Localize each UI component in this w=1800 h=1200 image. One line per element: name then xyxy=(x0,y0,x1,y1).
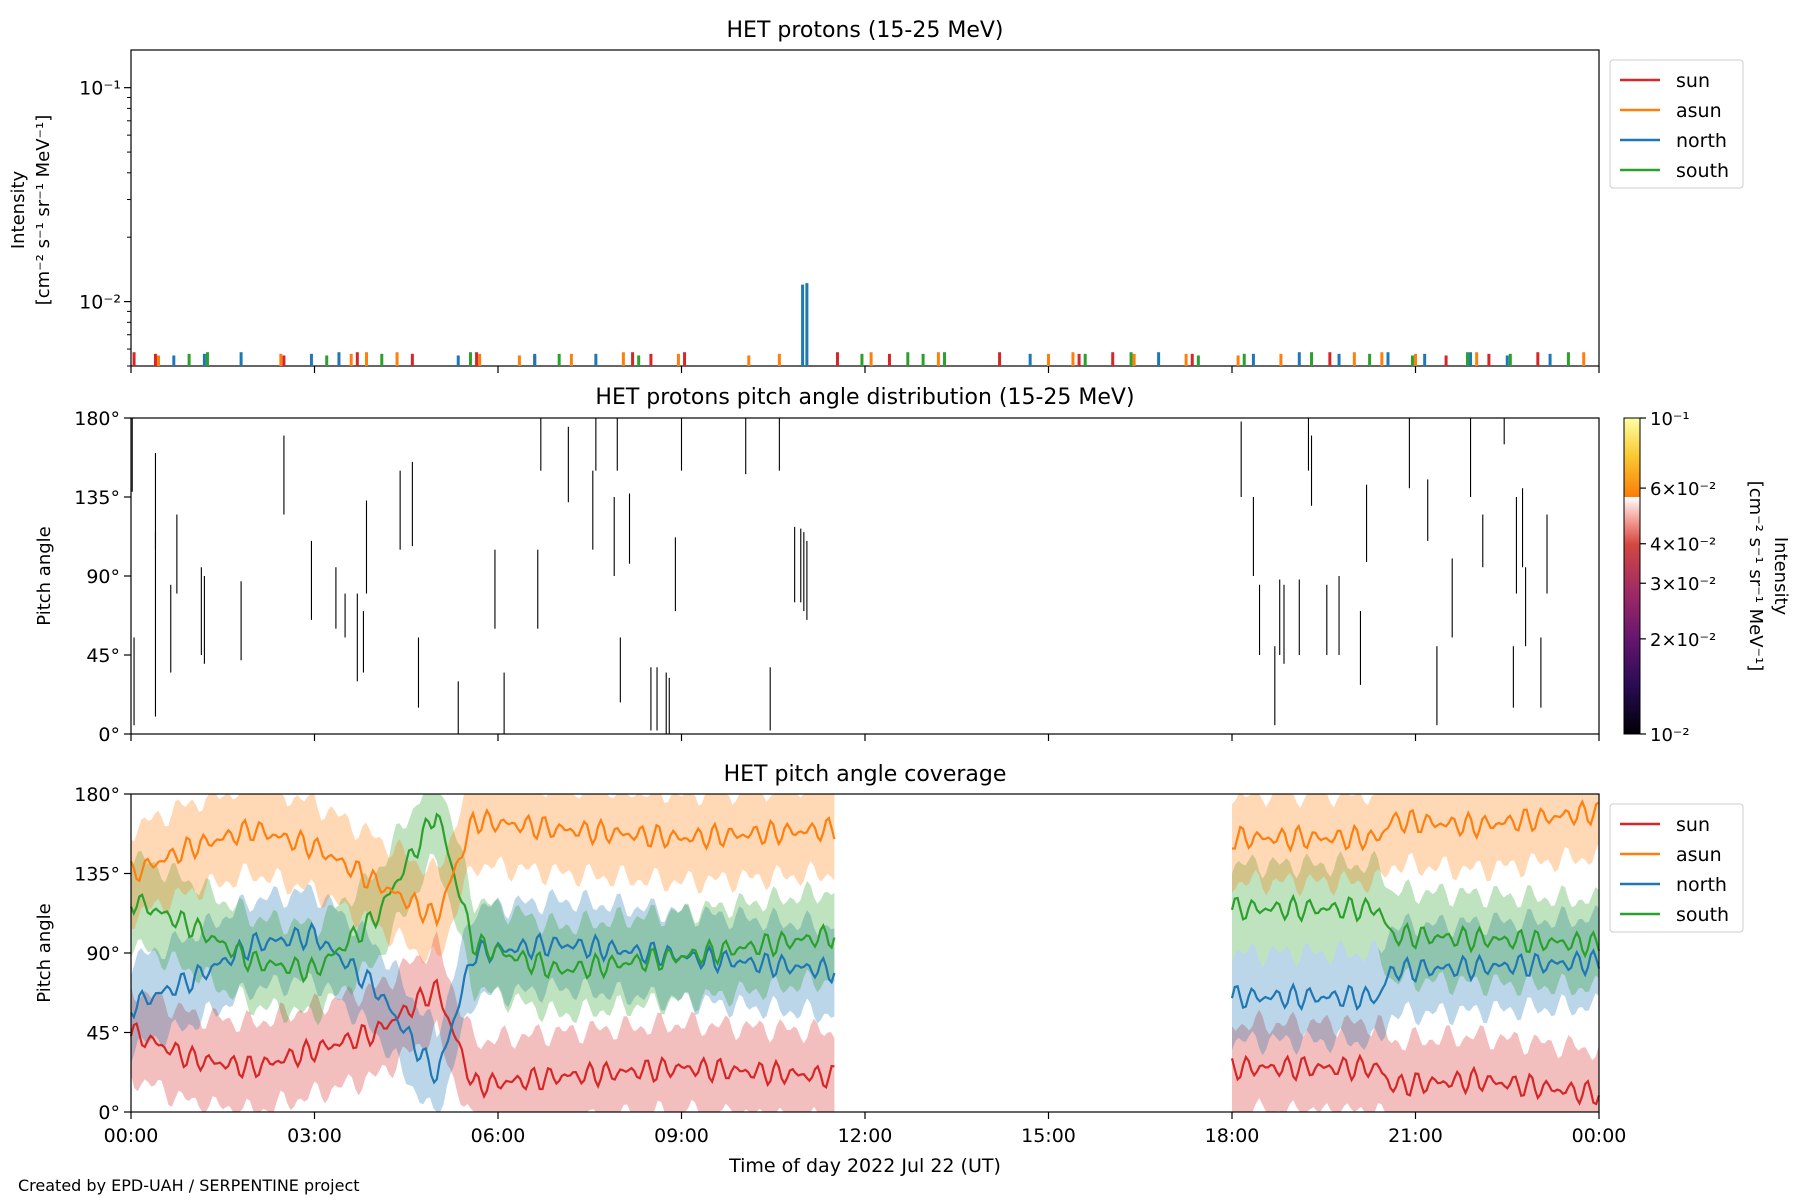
pad-y-tick-label: 135° xyxy=(74,487,120,509)
intensity-y-tick-label: 10⁻¹ xyxy=(79,78,121,100)
coverage-y-tick-label: 0° xyxy=(98,1102,120,1124)
coverage-line-south xyxy=(1230,893,1601,959)
credit-note: Created by EPD-UAH / SERPENTINE project xyxy=(18,1176,360,1195)
intensity-y-ticks: 10⁻¹ 10⁻² xyxy=(79,78,131,367)
coverage-band-south xyxy=(1232,850,1599,996)
pad-panel: HET protons pitch angle distribution (15… xyxy=(34,385,1791,746)
pad-marks xyxy=(131,418,1548,734)
coverage-line-asun xyxy=(1232,798,1600,853)
intensity-legend-label-sun: sun xyxy=(1676,70,1710,92)
x-tick-label: 12:00 xyxy=(838,1125,893,1147)
coverage-panel: HET pitch angle coverage 0° 45° 90° 135° 180… xyxy=(34,366,1744,1177)
pad-ylabel: Pitch angle xyxy=(34,526,55,625)
coverage-legend-box xyxy=(1609,803,1744,933)
coverage-ylabel: Pitch angle xyxy=(34,903,55,1002)
intensity-panel: HET protons (15-25 MeV) 10⁻¹ 10⁻² Intensi… xyxy=(8,18,1744,367)
x-tick-label: 00:00 xyxy=(104,1125,159,1147)
pad-y-tick-label: 90° xyxy=(86,566,120,588)
coverage-legend-label-north: north xyxy=(1676,874,1727,896)
coverage-y-ticks: 0° 45° 90° 135° 180° xyxy=(74,784,131,1124)
coverage-line-south xyxy=(129,812,836,984)
coverage-band-asun xyxy=(131,794,835,964)
colorbar-label-line1: Intensity xyxy=(1770,537,1791,616)
intensity-ylabel-line2: [cm⁻² s⁻¹ sr⁻¹ MeV⁻¹] xyxy=(33,115,54,306)
x-tick-label: 21:00 xyxy=(1388,1125,1443,1147)
pad-title: HET protons pitch angle distribution (15… xyxy=(595,385,1134,410)
colorbar-tick-label: 6×10⁻² xyxy=(1650,479,1716,500)
pad-y-tick-label: 45° xyxy=(86,645,120,667)
pad-plot-frame xyxy=(130,417,1600,735)
intensity-legend: sun asun north south xyxy=(1609,59,1744,189)
x-tick-label: 06:00 xyxy=(471,1125,526,1147)
intensity-ylabel-line1: Intensity xyxy=(8,170,29,249)
coverage-legend: sun asun north south xyxy=(1609,803,1744,933)
intensity-legend-label-asun: asun xyxy=(1676,100,1722,122)
intensity-marks xyxy=(132,283,1586,366)
intensity-legend-label-north: north xyxy=(1676,130,1727,152)
coverage-line-sun xyxy=(1230,1053,1601,1106)
pad-y-ticks: 0° 45° 90° 135° 180° xyxy=(74,408,131,746)
coverage-y-tick-label: 90° xyxy=(86,943,120,965)
x-tick-label: 09:00 xyxy=(654,1125,709,1147)
pad-y-tick-label: 0° xyxy=(98,724,120,746)
pad-y-tick-label: 180° xyxy=(74,408,120,430)
colorbar xyxy=(1623,417,1641,735)
coverage-legend-label-asun: asun xyxy=(1676,844,1722,866)
coverage-line-asun xyxy=(129,807,836,928)
intensity-legend-label-south: south xyxy=(1676,160,1729,182)
x-tick-label: 15:00 xyxy=(1021,1125,1076,1147)
coverage-y-tick-label: 135° xyxy=(74,864,120,886)
coverage-legend-label-south: south xyxy=(1676,904,1729,926)
colorbar-tick-label: 10⁻¹ xyxy=(1650,409,1690,430)
coverage-line-north xyxy=(1230,948,1601,1012)
colorbar-tick-label: 3×10⁻² xyxy=(1650,574,1716,595)
coverage-title: HET pitch angle coverage xyxy=(724,762,1007,787)
coverage-y-tick-label: 45° xyxy=(86,1023,120,1045)
coverage-legend-label-sun: sun xyxy=(1676,814,1710,836)
coverage-line-sun xyxy=(129,978,835,1100)
x-tick-label: 18:00 xyxy=(1205,1125,1260,1147)
colorbar-tick-label: 4×10⁻² xyxy=(1650,535,1716,556)
x-tick-label: 03:00 xyxy=(287,1125,342,1147)
colorbar-ticks: 10⁻¹ 6×10⁻² 4×10⁻² 3×10⁻² 2×10⁻² 10⁻² xyxy=(1640,409,1716,746)
intensity-y-tick-label: 10⁻² xyxy=(79,292,121,314)
x-tick-label: 00:00 xyxy=(1572,1125,1627,1147)
coverage-marks xyxy=(129,794,1601,1112)
x-axis-label: Time of day 2022 Jul 22 (UT) xyxy=(728,1155,1001,1177)
coverage-y-tick-label: 180° xyxy=(74,784,120,806)
colorbar-label-line2: [cm⁻² s⁻¹ sr⁻¹ MeV⁻¹] xyxy=(1745,481,1766,672)
intensity-plot-frame xyxy=(130,49,1600,367)
coverage-line-north xyxy=(130,921,836,1085)
colorbar-tick-label: 2×10⁻² xyxy=(1650,630,1716,651)
intensity-title: HET protons (15-25 MeV) xyxy=(727,18,1004,43)
colorbar-tick-label: 10⁻² xyxy=(1650,725,1690,746)
intensity-legend-box xyxy=(1609,59,1744,189)
x-axis-ticks: 00:00 03:00 06:00 09:00 12:00 15:00 18:00 21:00… xyxy=(104,366,1627,1147)
